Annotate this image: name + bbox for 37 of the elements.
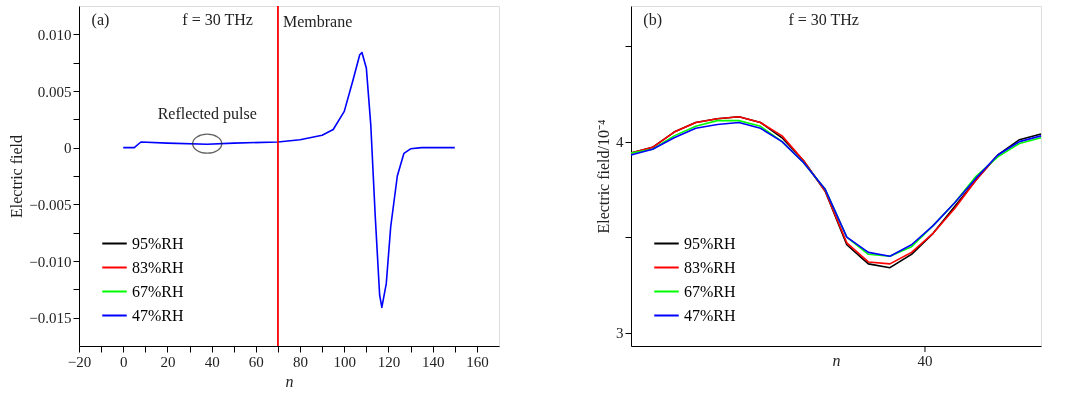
y-tick-label: −0.010 — [29, 253, 72, 270]
x-tick-label: 60 — [248, 353, 264, 370]
legend-label: 47%RH — [684, 306, 736, 324]
x-tick-label: 40 — [204, 353, 220, 370]
y-axis-title: Electric field — [8, 134, 26, 219]
x-tick-label: 120 — [377, 353, 401, 370]
legend-label: 95%RH — [684, 234, 736, 252]
x-axis-title: n — [285, 372, 294, 390]
x-tick-label: 160 — [466, 353, 489, 370]
annotation: f = 30 THz — [182, 11, 253, 28]
legend-label: 83%RH — [132, 258, 184, 276]
y-axis-title: Electric field/10⁻⁴ — [595, 119, 612, 234]
x-tick-label: 140 — [421, 353, 445, 370]
legend-label: 67%RH — [684, 282, 736, 300]
annotation: f = 30 THz — [788, 11, 859, 28]
ref-line-label: Membrane — [282, 13, 353, 30]
y-tick-label: 0.005 — [37, 83, 72, 100]
annotation: (b) — [643, 11, 662, 29]
x-tick-label: −20 — [67, 353, 92, 370]
x-tick-label: 0 — [119, 353, 128, 370]
x-tick-label: 20 — [160, 353, 176, 370]
line-series — [122, 51, 456, 309]
y-tick-label: −0.005 — [29, 196, 72, 213]
y-tick-label: 0.010 — [37, 26, 72, 43]
x-tick-label: 80 — [293, 353, 309, 370]
legend-label: 95%RH — [132, 234, 184, 252]
x-tick-label: 100 — [333, 353, 357, 370]
x-axis-title: n — [832, 351, 841, 369]
y-tick-label: 3 — [616, 325, 624, 342]
legend-label: 83%RH — [684, 258, 736, 276]
y-tick-label: 0 — [64, 140, 72, 157]
annotation: Reflected pulse — [157, 104, 257, 123]
annotation: (a) — [91, 11, 110, 29]
y-tick-label: −0.015 — [29, 310, 72, 327]
y-tick-label: 4 — [616, 134, 624, 151]
legend-label: 47%RH — [132, 306, 184, 324]
legend-label: 67%RH — [132, 282, 184, 300]
